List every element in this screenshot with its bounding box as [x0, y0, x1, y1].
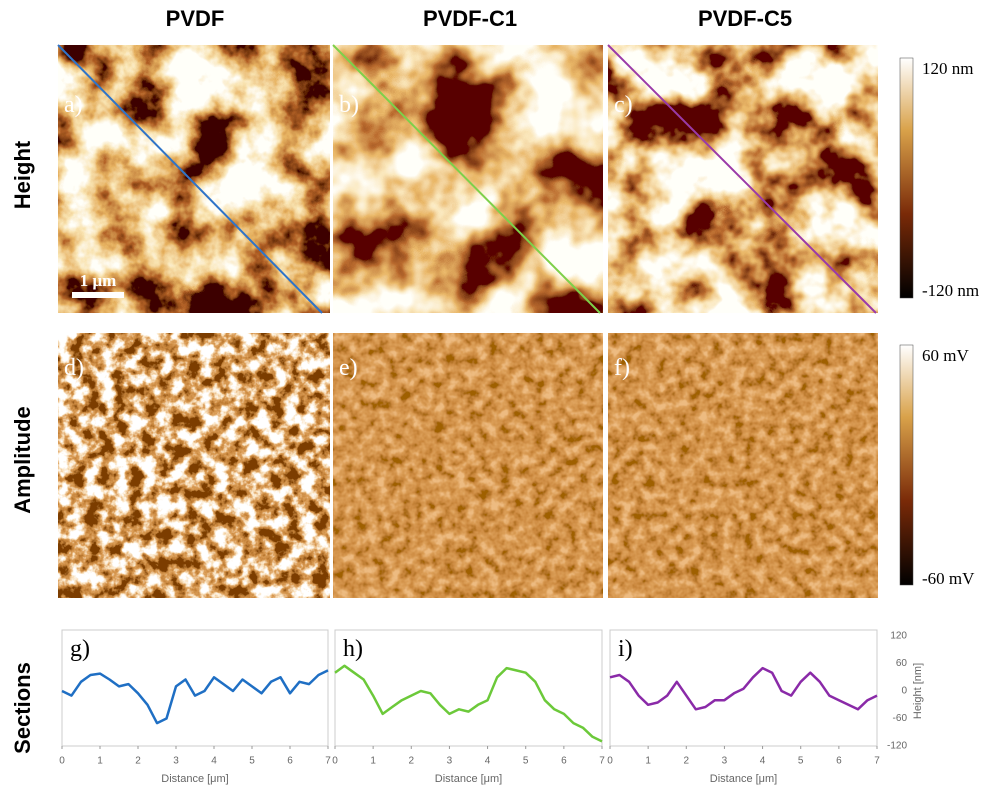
panel-label: g): [70, 636, 90, 662]
x-tick-label: 5: [249, 756, 255, 767]
x-tick-label: 4: [760, 756, 766, 767]
y-tick-label: -60: [893, 713, 908, 724]
x-tick-label: 1: [370, 756, 376, 767]
x-tick-label: 0: [59, 756, 65, 767]
panel-label: a): [64, 92, 83, 118]
scale-bar-label: 1 μm: [80, 271, 117, 290]
x-tick-label: 6: [287, 756, 293, 767]
column-header: PVDF-C5: [698, 6, 792, 31]
y-tick-label: 60: [896, 658, 908, 669]
y-tick-label: 120: [890, 631, 907, 642]
row-label: Sections: [10, 662, 35, 754]
x-tick-label: 3: [722, 756, 728, 767]
x-tick-label: 4: [485, 756, 491, 767]
x-tick-label: 4: [211, 756, 217, 767]
figure: PVDF PVDF-C1 PVDF-C5 Height Amplitude Se…: [0, 0, 991, 795]
colorbar-label: 60 mV: [922, 346, 969, 365]
x-tick-label: 2: [684, 756, 690, 767]
x-tick-label: 3: [447, 756, 453, 767]
panel-label: d): [64, 355, 84, 381]
y-tick-label: -120: [887, 741, 907, 752]
x-tick-label: 5: [798, 756, 804, 767]
x-tick-label: 7: [599, 756, 605, 767]
x-tick-label: 7: [874, 756, 880, 767]
x-tick-label: 5: [523, 756, 529, 767]
panel-label: h): [343, 636, 363, 662]
panel-label: e): [339, 355, 358, 381]
colorbar: [900, 345, 913, 585]
scale-bar: [72, 292, 124, 298]
colorbar: [900, 58, 913, 298]
panel-label: i): [618, 636, 633, 662]
x-axis-label: Distance [μm]: [710, 773, 777, 785]
x-tick-label: 1: [97, 756, 103, 767]
x-tick-label: 6: [836, 756, 842, 767]
x-tick-label: 0: [607, 756, 613, 767]
y-tick-label: 0: [901, 686, 907, 697]
x-tick-label: 2: [409, 756, 415, 767]
row-label: Height: [10, 140, 35, 209]
panel-label: b): [339, 92, 359, 118]
section-line: [335, 666, 602, 742]
x-tick-label: 3: [173, 756, 179, 767]
panel-label: c): [614, 92, 633, 118]
panel-label: f): [614, 355, 630, 381]
afm-image: [58, 333, 330, 598]
afm-image: [333, 333, 603, 598]
x-axis-label: Distance [μm]: [435, 773, 502, 785]
afm-image: [608, 333, 878, 598]
column-header: PVDF: [166, 6, 225, 31]
x-tick-label: 7: [325, 756, 331, 767]
section-line: [610, 668, 877, 709]
x-tick-label: 0: [332, 756, 338, 767]
plot-frame: [335, 630, 602, 746]
colorbar-label: -60 mV: [922, 569, 975, 588]
x-tick-label: 2: [135, 756, 141, 767]
section-line: [62, 670, 328, 723]
column-header: PVDF-C1: [423, 6, 517, 31]
colorbar-label: -120 nm: [922, 281, 979, 300]
x-tick-label: 1: [645, 756, 651, 767]
row-label: Amplitude: [10, 406, 35, 514]
colorbar-label: 120 nm: [922, 59, 973, 78]
x-tick-label: 6: [561, 756, 567, 767]
y-axis-label: Height [nm]: [912, 663, 924, 719]
x-axis-label: Distance [μm]: [161, 773, 228, 785]
